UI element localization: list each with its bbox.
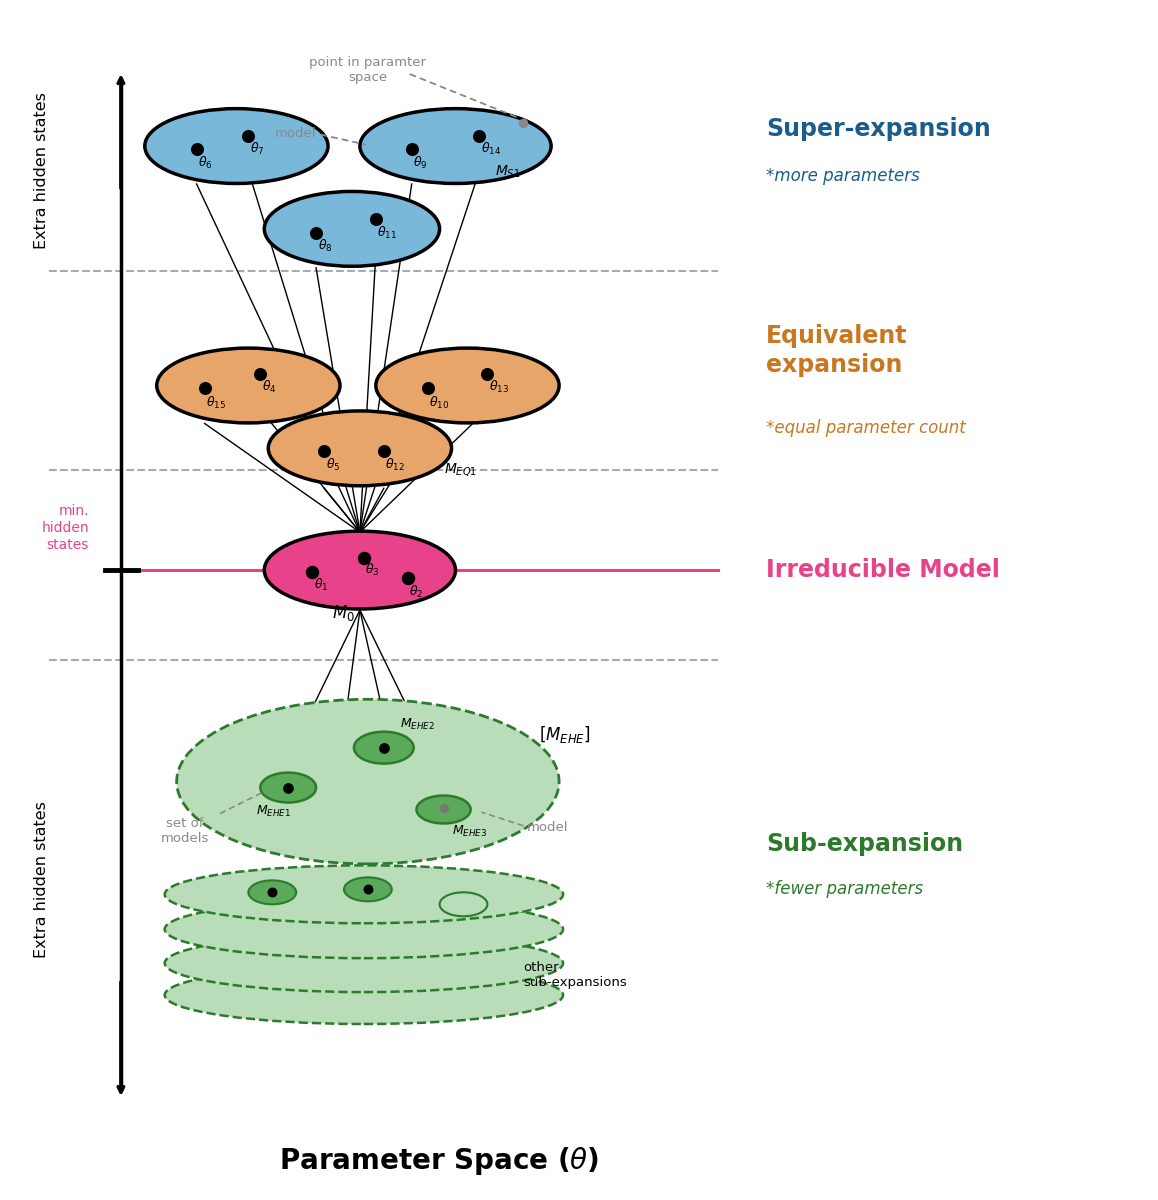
Point	[418, 379, 437, 398]
Point	[478, 364, 497, 383]
Text: $\theta_{1}$: $\theta_{1}$	[314, 577, 328, 593]
Text: set of
models: set of models	[161, 817, 208, 846]
Ellipse shape	[354, 732, 413, 763]
Text: *fewer parameters: *fewer parameters	[767, 881, 923, 899]
Text: model: model	[527, 821, 569, 834]
Text: Extra hidden states: Extra hidden states	[34, 92, 49, 250]
Text: Super-expansion: Super-expansion	[767, 118, 991, 142]
Text: Equivalent
expansion: Equivalent expansion	[767, 324, 908, 378]
Text: $M_{EHE3}$: $M_{EHE3}$	[452, 823, 486, 839]
Ellipse shape	[269, 410, 452, 486]
Ellipse shape	[261, 773, 316, 803]
Ellipse shape	[156, 348, 340, 422]
Text: model: model	[274, 126, 316, 139]
Ellipse shape	[177, 700, 559, 864]
Point	[434, 798, 453, 817]
Text: $\theta_{8}$: $\theta_{8}$	[317, 238, 332, 254]
Point	[359, 880, 378, 899]
Text: $\theta_{13}$: $\theta_{13}$	[489, 378, 510, 395]
Text: Irreducible Model: Irreducible Model	[767, 558, 1001, 582]
Text: $\theta_{10}$: $\theta_{10}$	[430, 395, 449, 410]
Point	[307, 223, 325, 242]
Ellipse shape	[360, 109, 551, 184]
Ellipse shape	[417, 796, 470, 823]
Point	[263, 883, 281, 902]
Point	[303, 563, 322, 582]
Ellipse shape	[164, 966, 563, 1024]
Text: $\theta_{11}$: $\theta_{11}$	[378, 224, 397, 241]
Point	[514, 114, 533, 133]
Text: $\theta_{5}$: $\theta_{5}$	[325, 457, 340, 473]
Point	[398, 569, 417, 588]
Point	[374, 442, 393, 461]
Text: $M_{EHE1}$: $M_{EHE1}$	[256, 804, 292, 818]
Point	[367, 209, 386, 228]
Point	[354, 548, 373, 568]
Ellipse shape	[264, 192, 440, 266]
Text: $M_0$: $M_0$	[332, 602, 356, 623]
Ellipse shape	[248, 881, 296, 905]
Point	[403, 139, 422, 158]
Point	[279, 778, 298, 797]
Text: $M_{EHE2}$: $M_{EHE2}$	[400, 716, 434, 732]
Text: Parameter Space ($\theta$): Parameter Space ($\theta$)	[279, 1145, 600, 1177]
Ellipse shape	[344, 877, 391, 901]
Text: Extra hidden states: Extra hidden states	[34, 800, 49, 958]
Text: other
sub-expansions: other sub-expansions	[523, 961, 626, 989]
Point	[315, 442, 334, 461]
Text: $\theta_{7}$: $\theta_{7}$	[250, 140, 264, 157]
Text: Sub-expansion: Sub-expansion	[767, 833, 963, 857]
Point	[239, 126, 257, 145]
Ellipse shape	[164, 935, 563, 992]
Text: $\theta_{12}$: $\theta_{12}$	[386, 457, 405, 473]
Point	[470, 126, 489, 145]
Text: *more parameters: *more parameters	[767, 167, 919, 185]
Point	[196, 379, 214, 398]
Text: $\theta_{3}$: $\theta_{3}$	[366, 562, 380, 578]
Text: min.
hidden
states: min. hidden states	[42, 504, 89, 552]
Point	[251, 364, 270, 383]
Ellipse shape	[145, 109, 328, 184]
Text: $\theta_{4}$: $\theta_{4}$	[262, 378, 277, 395]
Text: point in paramter
space: point in paramter space	[309, 56, 426, 84]
Ellipse shape	[164, 900, 563, 958]
Ellipse shape	[376, 348, 559, 422]
Ellipse shape	[264, 532, 455, 608]
Text: $\theta_{15}$: $\theta_{15}$	[206, 395, 226, 410]
Text: $M_{S1}$: $M_{S1}$	[496, 164, 521, 180]
Text: $\theta_{9}$: $\theta_{9}$	[413, 155, 427, 172]
Text: $\theta_{2}$: $\theta_{2}$	[409, 584, 424, 600]
Text: *equal parameter count: *equal parameter count	[767, 419, 966, 437]
Point	[188, 139, 206, 158]
Text: $\theta_{6}$: $\theta_{6}$	[198, 155, 213, 172]
Text: $M_{EQ1}$: $M_{EQ1}$	[444, 461, 477, 478]
Text: $\theta_{14}$: $\theta_{14}$	[481, 140, 501, 157]
Ellipse shape	[164, 865, 563, 923]
Text: $[M_{EHE}]$: $[M_{EHE}]$	[540, 724, 591, 745]
Point	[374, 738, 393, 757]
